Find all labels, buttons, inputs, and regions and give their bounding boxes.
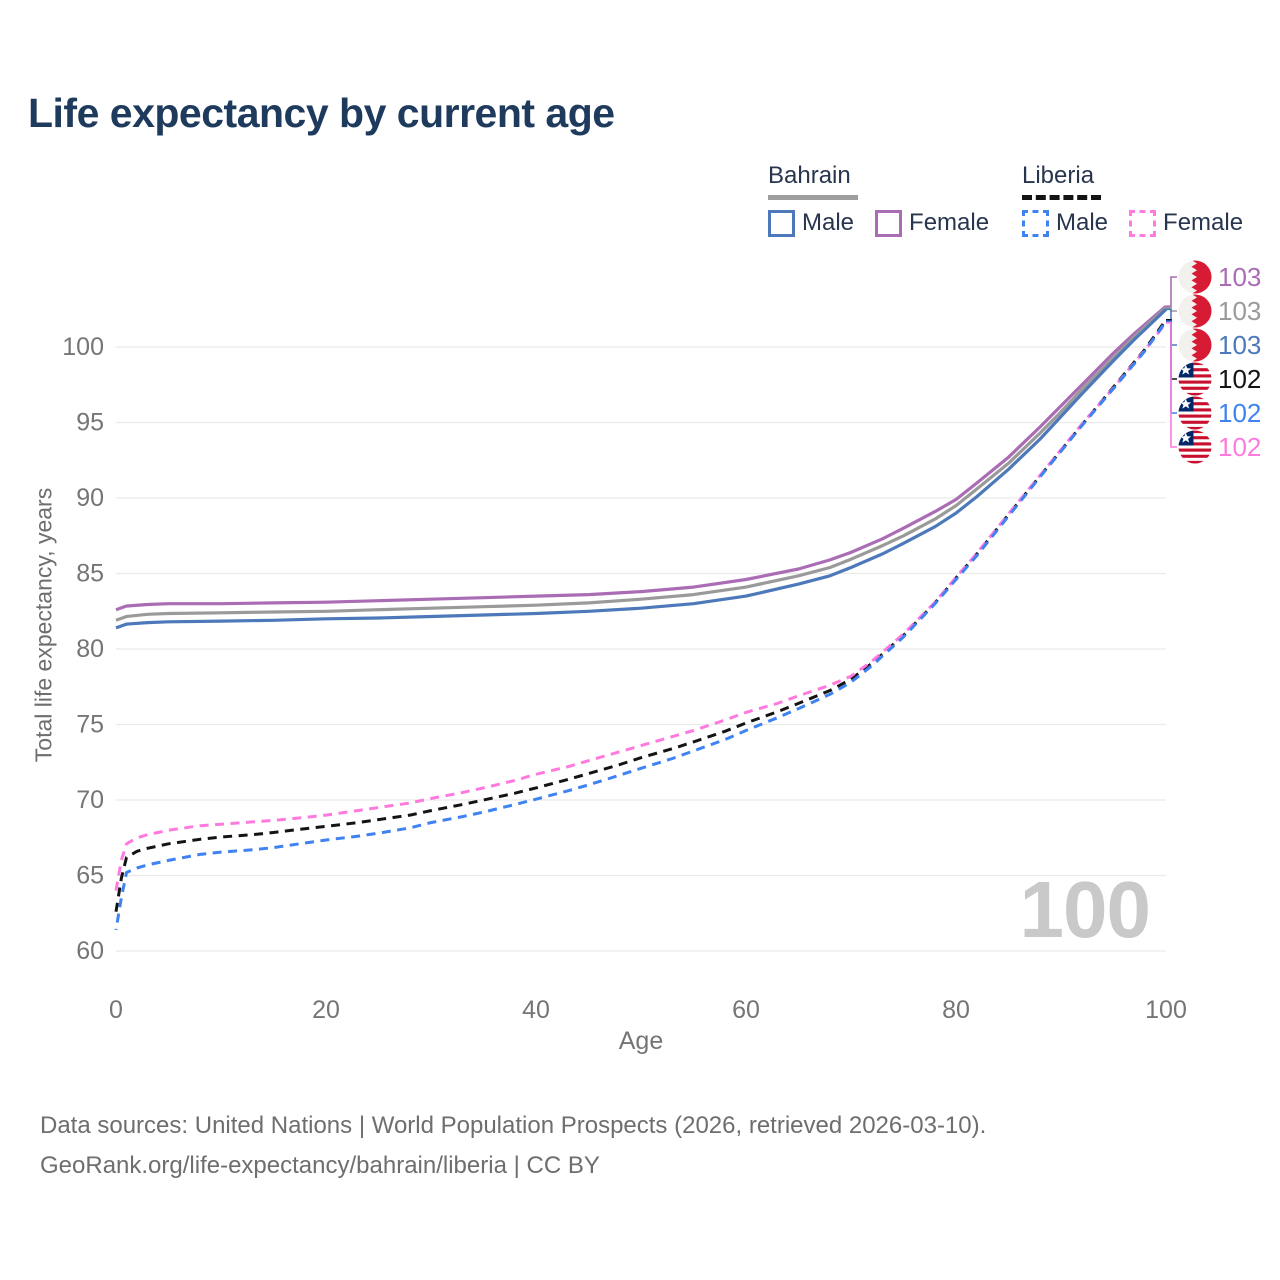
series-line-liberia_female	[114, 321, 1168, 891]
data-sources: Data sources: United Nations | World Pop…	[40, 1106, 986, 1186]
end-label-row: 103	[1178, 328, 1261, 362]
y-tick-label-70: 70	[76, 786, 104, 814]
x-tick-label-100: 100	[1145, 996, 1187, 1024]
series-line-liberia_male	[114, 320, 1168, 931]
legend-group-bahrain: Bahrain Male Female	[768, 162, 989, 237]
x-tick-label-20: 20	[312, 996, 340, 1024]
data-sources-line2: GeoRank.org/life-expectancy/bahrain/libe…	[40, 1152, 600, 1179]
end-value-label: 103	[1218, 330, 1262, 360]
end-value-label: 103	[1218, 262, 1262, 292]
end-label-row: 102	[1178, 362, 1261, 396]
end-value-label: 103	[1218, 296, 1262, 326]
series-line-bahrain_female	[115, 304, 1168, 612]
legend-swatch-bahrain-male	[768, 209, 795, 237]
end-label-row: 102	[1178, 396, 1261, 430]
legend-country-label: Bahrain	[768, 162, 851, 189]
bahrain-flag-icon	[1178, 294, 1212, 328]
y-tick-label-80: 80	[76, 635, 104, 663]
watermark-100: 100	[1019, 865, 1151, 954]
end-value-label: 102	[1218, 398, 1262, 428]
y-tick-label-65: 65	[76, 862, 104, 890]
x-axis-title: Age	[619, 1027, 663, 1055]
end-label-connector-bahrain_female	[1166, 276, 1177, 307]
end-label-row: 102	[1178, 430, 1261, 464]
y-tick-label-85: 85	[76, 560, 104, 588]
y-axis-title: Total life expectancy, years	[30, 487, 57, 763]
legend-item-label: Female	[1163, 209, 1244, 236]
series-line-liberia_total	[114, 318, 1168, 912]
page-title: Life expectancy by current age	[28, 90, 615, 136]
end-value-label: 102	[1218, 432, 1262, 462]
liberia-flag-icon	[1178, 396, 1212, 430]
liberia-flag-icon	[1178, 430, 1212, 464]
legend-solid-line-swatch	[768, 195, 858, 200]
y-tick-label-75: 75	[76, 711, 104, 739]
y-tick-label-90: 90	[76, 484, 104, 512]
y-tick-label-100: 100	[62, 333, 104, 361]
legend-item-label: Male	[802, 209, 855, 236]
x-tick-label-60: 60	[732, 996, 760, 1024]
y-tick-label-60: 60	[76, 937, 104, 965]
x-tick-label-80: 80	[942, 996, 970, 1024]
bahrain-flag-icon	[1178, 260, 1212, 294]
data-sources-line1: Data sources: United Nations | World Pop…	[40, 1112, 987, 1139]
legend-country-label: Liberia	[1022, 162, 1095, 189]
legend-item-label: Male	[1056, 209, 1109, 236]
legend-swatch-liberia-female	[1129, 209, 1157, 237]
liberia-flag-icon	[1178, 362, 1212, 396]
bahrain-flag-icon	[1178, 328, 1212, 362]
legend-item-label: Female	[909, 209, 990, 236]
end-label-row: 103	[1178, 260, 1261, 294]
series-line-bahrain_male	[115, 308, 1168, 630]
x-tick-label-40: 40	[522, 996, 550, 1024]
series-line-bahrain_total	[115, 306, 1168, 622]
end-value-label: 102	[1218, 364, 1262, 394]
legend-swatch-bahrain-female	[875, 209, 903, 237]
end-label-connector-liberia_female	[1166, 322, 1177, 448]
legend-dashed-line-swatch	[1022, 195, 1101, 200]
legend-group-liberia: Liberia Male Female	[1022, 162, 1243, 237]
x-tick-label-0: 0	[109, 996, 123, 1024]
y-tick-label-95: 95	[76, 409, 104, 437]
legend-swatch-liberia-male	[1022, 209, 1049, 237]
end-label-row: 103	[1178, 294, 1261, 328]
